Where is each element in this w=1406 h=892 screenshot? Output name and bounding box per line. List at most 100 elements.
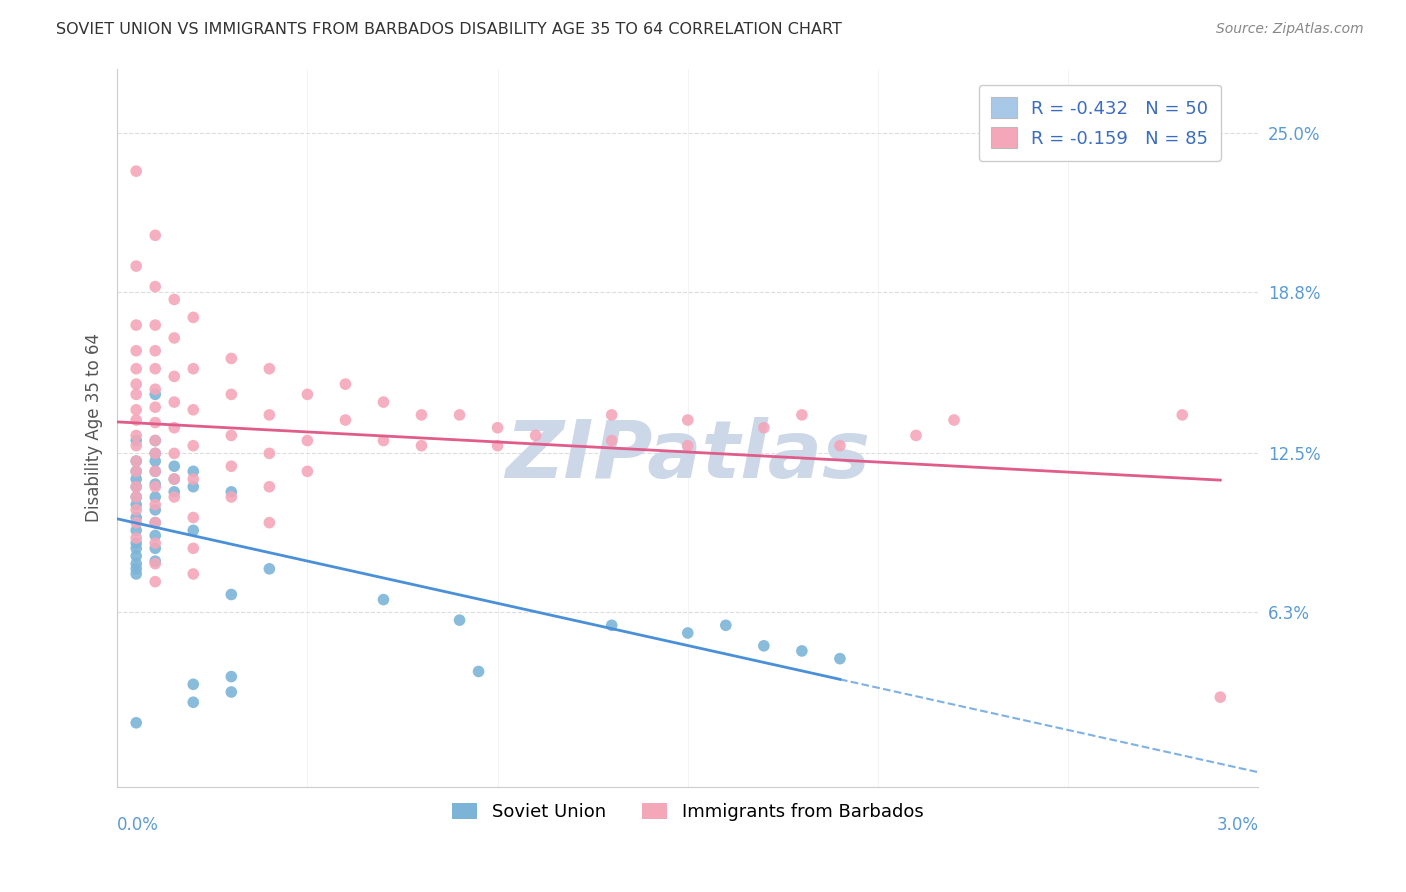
Point (181, 402, 204, 417)
Point (125, 472, 148, 486)
Point (600, 408, 623, 422)
Point (714, 618, 737, 632)
Point (125, 428, 148, 442)
Point (486, 421, 509, 435)
Point (143, 361, 166, 376)
Point (143, 434, 166, 448)
Point (181, 524, 204, 538)
Point (411, 408, 433, 422)
Point (259, 446, 281, 460)
Point (943, 413, 966, 427)
Point (125, 510, 148, 524)
Point (181, 439, 204, 453)
Point (676, 626, 699, 640)
Y-axis label: Disability Age 35 to 64: Disability Age 35 to 64 (86, 334, 103, 522)
Point (125, 549, 148, 563)
Point (125, 318, 148, 332)
Point (752, 421, 775, 435)
Point (163, 490, 186, 504)
Point (143, 454, 166, 468)
Point (125, 464, 148, 478)
Point (163, 472, 186, 486)
Point (221, 670, 243, 684)
Point (373, 592, 395, 607)
Point (828, 439, 851, 453)
Point (125, 434, 148, 448)
Point (221, 428, 243, 442)
Point (181, 480, 204, 494)
Point (373, 395, 395, 409)
Point (181, 464, 204, 478)
Point (143, 228, 166, 243)
Text: ZIPatlas: ZIPatlas (505, 417, 870, 495)
Point (335, 377, 357, 392)
Text: 3.0%: 3.0% (1216, 815, 1258, 834)
Point (221, 490, 243, 504)
Point (125, 343, 148, 358)
Point (163, 369, 186, 384)
Point (143, 490, 166, 504)
Point (125, 164, 148, 178)
Point (143, 557, 166, 571)
Point (163, 293, 186, 307)
Point (143, 498, 166, 512)
Point (828, 651, 851, 665)
Point (600, 434, 623, 448)
Point (125, 454, 148, 468)
Point (125, 490, 148, 504)
Point (297, 434, 319, 448)
Point (125, 402, 148, 417)
Point (163, 484, 186, 499)
Point (163, 446, 186, 460)
Point (143, 318, 166, 332)
Point (181, 310, 204, 325)
Point (143, 528, 166, 542)
Text: 0.0%: 0.0% (117, 815, 159, 834)
Point (259, 361, 281, 376)
Point (125, 361, 148, 376)
Point (181, 361, 204, 376)
Point (259, 480, 281, 494)
Point (143, 503, 166, 517)
Point (125, 387, 148, 401)
Point (143, 574, 166, 589)
Point (125, 439, 148, 453)
Point (259, 516, 281, 530)
Text: Source: ZipAtlas.com: Source: ZipAtlas.com (1216, 22, 1364, 37)
Point (143, 279, 166, 293)
Point (143, 416, 166, 430)
Point (125, 498, 148, 512)
Point (1171, 408, 1194, 422)
Point (125, 259, 148, 273)
Point (143, 400, 166, 414)
Point (524, 428, 547, 442)
Point (163, 395, 186, 409)
Point (125, 715, 148, 730)
Point (125, 464, 148, 478)
Point (125, 503, 148, 517)
Point (411, 439, 433, 453)
Point (125, 480, 148, 494)
Point (181, 472, 204, 486)
Point (125, 531, 148, 545)
Point (486, 439, 509, 453)
Point (467, 665, 489, 679)
Point (163, 472, 186, 486)
Point (143, 382, 166, 396)
Point (143, 541, 166, 556)
Point (790, 408, 813, 422)
Point (904, 428, 927, 442)
Legend: Soviet Union, Immigrants from Barbados: Soviet Union, Immigrants from Barbados (444, 796, 931, 828)
Point (752, 639, 775, 653)
Point (373, 434, 395, 448)
Point (125, 516, 148, 530)
Point (221, 484, 243, 499)
Point (125, 490, 148, 504)
Point (259, 562, 281, 576)
Point (125, 557, 148, 571)
Point (143, 464, 166, 478)
Point (125, 454, 148, 468)
Point (125, 524, 148, 538)
Point (449, 408, 471, 422)
Point (221, 685, 243, 699)
